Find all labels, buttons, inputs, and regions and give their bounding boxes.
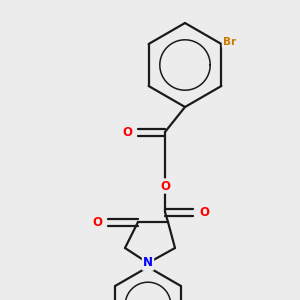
Text: O: O [122,125,132,139]
Text: O: O [199,206,209,218]
Text: Br: Br [223,37,236,47]
Text: N: N [143,256,153,269]
Text: O: O [92,215,102,229]
Text: O: O [160,179,170,193]
